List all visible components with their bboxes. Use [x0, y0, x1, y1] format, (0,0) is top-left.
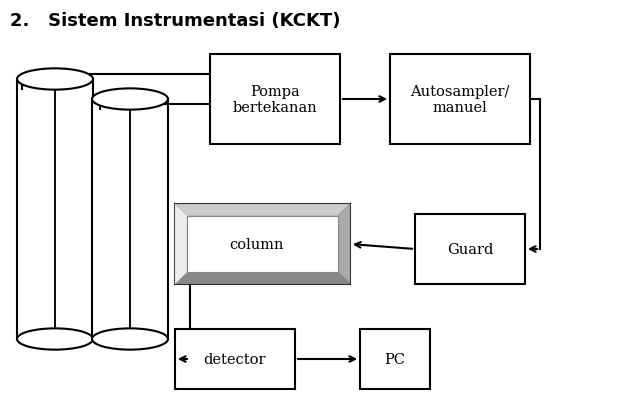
Text: PC: PC — [385, 352, 406, 366]
Text: column: column — [229, 237, 284, 252]
Text: Guard: Guard — [447, 242, 493, 256]
Text: detector: detector — [204, 352, 266, 366]
Text: Pompa
bertekanan: Pompa bertekanan — [233, 85, 317, 115]
Bar — [92, 100, 168, 339]
Bar — [390, 55, 530, 145]
Text: Autosampler/
manuel: Autosampler/ manuel — [410, 85, 509, 115]
Polygon shape — [175, 204, 350, 284]
Bar — [415, 214, 525, 284]
Text: 2.   Sistem Instrumentasi (KCKT): 2. Sistem Instrumentasi (KCKT) — [10, 12, 340, 30]
Ellipse shape — [92, 329, 168, 350]
Bar — [360, 329, 430, 389]
Polygon shape — [175, 204, 187, 284]
Ellipse shape — [92, 89, 168, 110]
Polygon shape — [338, 204, 350, 284]
Bar — [17, 80, 93, 339]
Polygon shape — [187, 216, 338, 272]
Bar — [175, 329, 295, 389]
Polygon shape — [175, 272, 350, 284]
Ellipse shape — [17, 69, 93, 90]
Polygon shape — [175, 204, 350, 216]
Ellipse shape — [17, 329, 93, 350]
Bar — [210, 55, 340, 145]
